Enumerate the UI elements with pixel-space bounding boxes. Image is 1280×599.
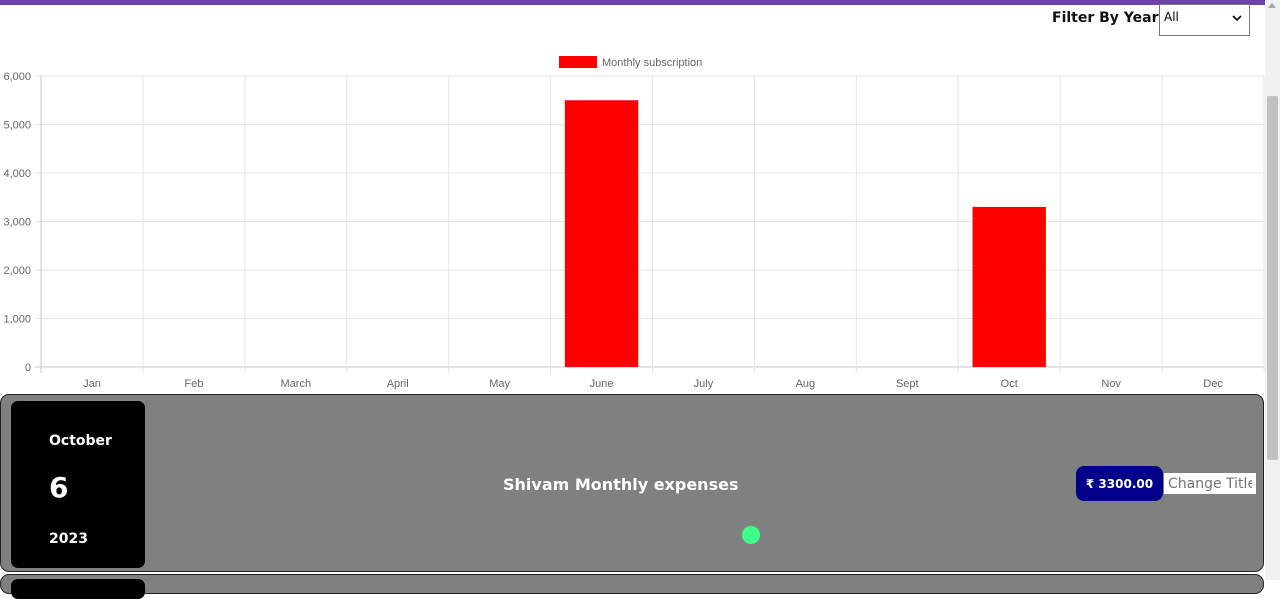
monthly-subscription-bar-chart: Monthly subscription 0 1,000 2,000 3,000 4,0… [3, 56, 1265, 390]
x-tick-label: Dec [1203, 378, 1223, 390]
year-filter-selected-value: All [1164, 10, 1179, 24]
y-tick-label: 4,000 [3, 168, 31, 180]
legend-label: Monthly subscription [602, 57, 702, 69]
filter-by-year-label: Filter By Year [1052, 10, 1159, 26]
x-tick-label: Nov [1101, 378, 1121, 390]
scroll-up-arrow-icon[interactable] [1268, 3, 1276, 8]
y-tick-label: 2,000 [3, 265, 31, 277]
page-scrollbar[interactable] [1265, 0, 1280, 580]
legend-swatch [559, 56, 597, 68]
y-tick-label: 1,000 [3, 314, 31, 326]
x-tick-label: Sept [896, 378, 919, 390]
chart-legend: Monthly subscription [559, 56, 702, 69]
bar-june[interactable] [564, 100, 639, 367]
x-tick-label: April [387, 378, 409, 390]
change-title-input[interactable] [1164, 473, 1256, 494]
chart-grid [35, 75, 1265, 373]
year-filter-select[interactable]: All [1159, 4, 1250, 36]
x-tick-label: July [694, 378, 714, 390]
chevron-down-icon [1232, 15, 1242, 22]
y-axis: 0 1,000 2,000 3,000 4,000 5,000 6,000 [3, 71, 31, 374]
expense-title: Shivam Monthly expenses [503, 475, 739, 494]
expense-date-box-next [11, 579, 145, 599]
expense-date-box: October 6 2023 [11, 401, 145, 568]
expense-date-day: 6 [49, 471, 69, 504]
scrollbar-thumb[interactable] [1267, 96, 1278, 460]
expense-date-year: 2023 [49, 531, 88, 547]
expense-date-month: October [49, 433, 112, 449]
status-indicator-dot [742, 526, 760, 544]
x-tick-label: Jan [83, 378, 101, 390]
y-tick-label: 3,000 [3, 217, 31, 229]
chart-bars [564, 100, 1046, 367]
x-axis: Jan Feb March April May June July Aug Sept Oct Nov… [83, 378, 1223, 390]
expense-card[interactable]: October 6 2023 Shivam Monthly expenses ₹… [0, 394, 1264, 572]
x-tick-label: June [590, 378, 614, 390]
expense-amount-badge: ₹ 3300.00 [1076, 466, 1163, 501]
y-tick-label: 6,000 [3, 71, 31, 83]
x-tick-label: Oct [1001, 378, 1018, 390]
x-tick-label: May [489, 378, 510, 390]
x-tick-label: March [281, 378, 312, 390]
x-tick-label: Feb [184, 378, 203, 390]
x-tick-label: Aug [796, 378, 816, 390]
y-tick-label: 0 [25, 362, 31, 374]
y-tick-label: 5,000 [3, 120, 31, 132]
bar-oct[interactable] [972, 206, 1046, 367]
top-accent-bar [0, 0, 1280, 5]
expense-card-next[interactable] [0, 574, 1264, 599]
